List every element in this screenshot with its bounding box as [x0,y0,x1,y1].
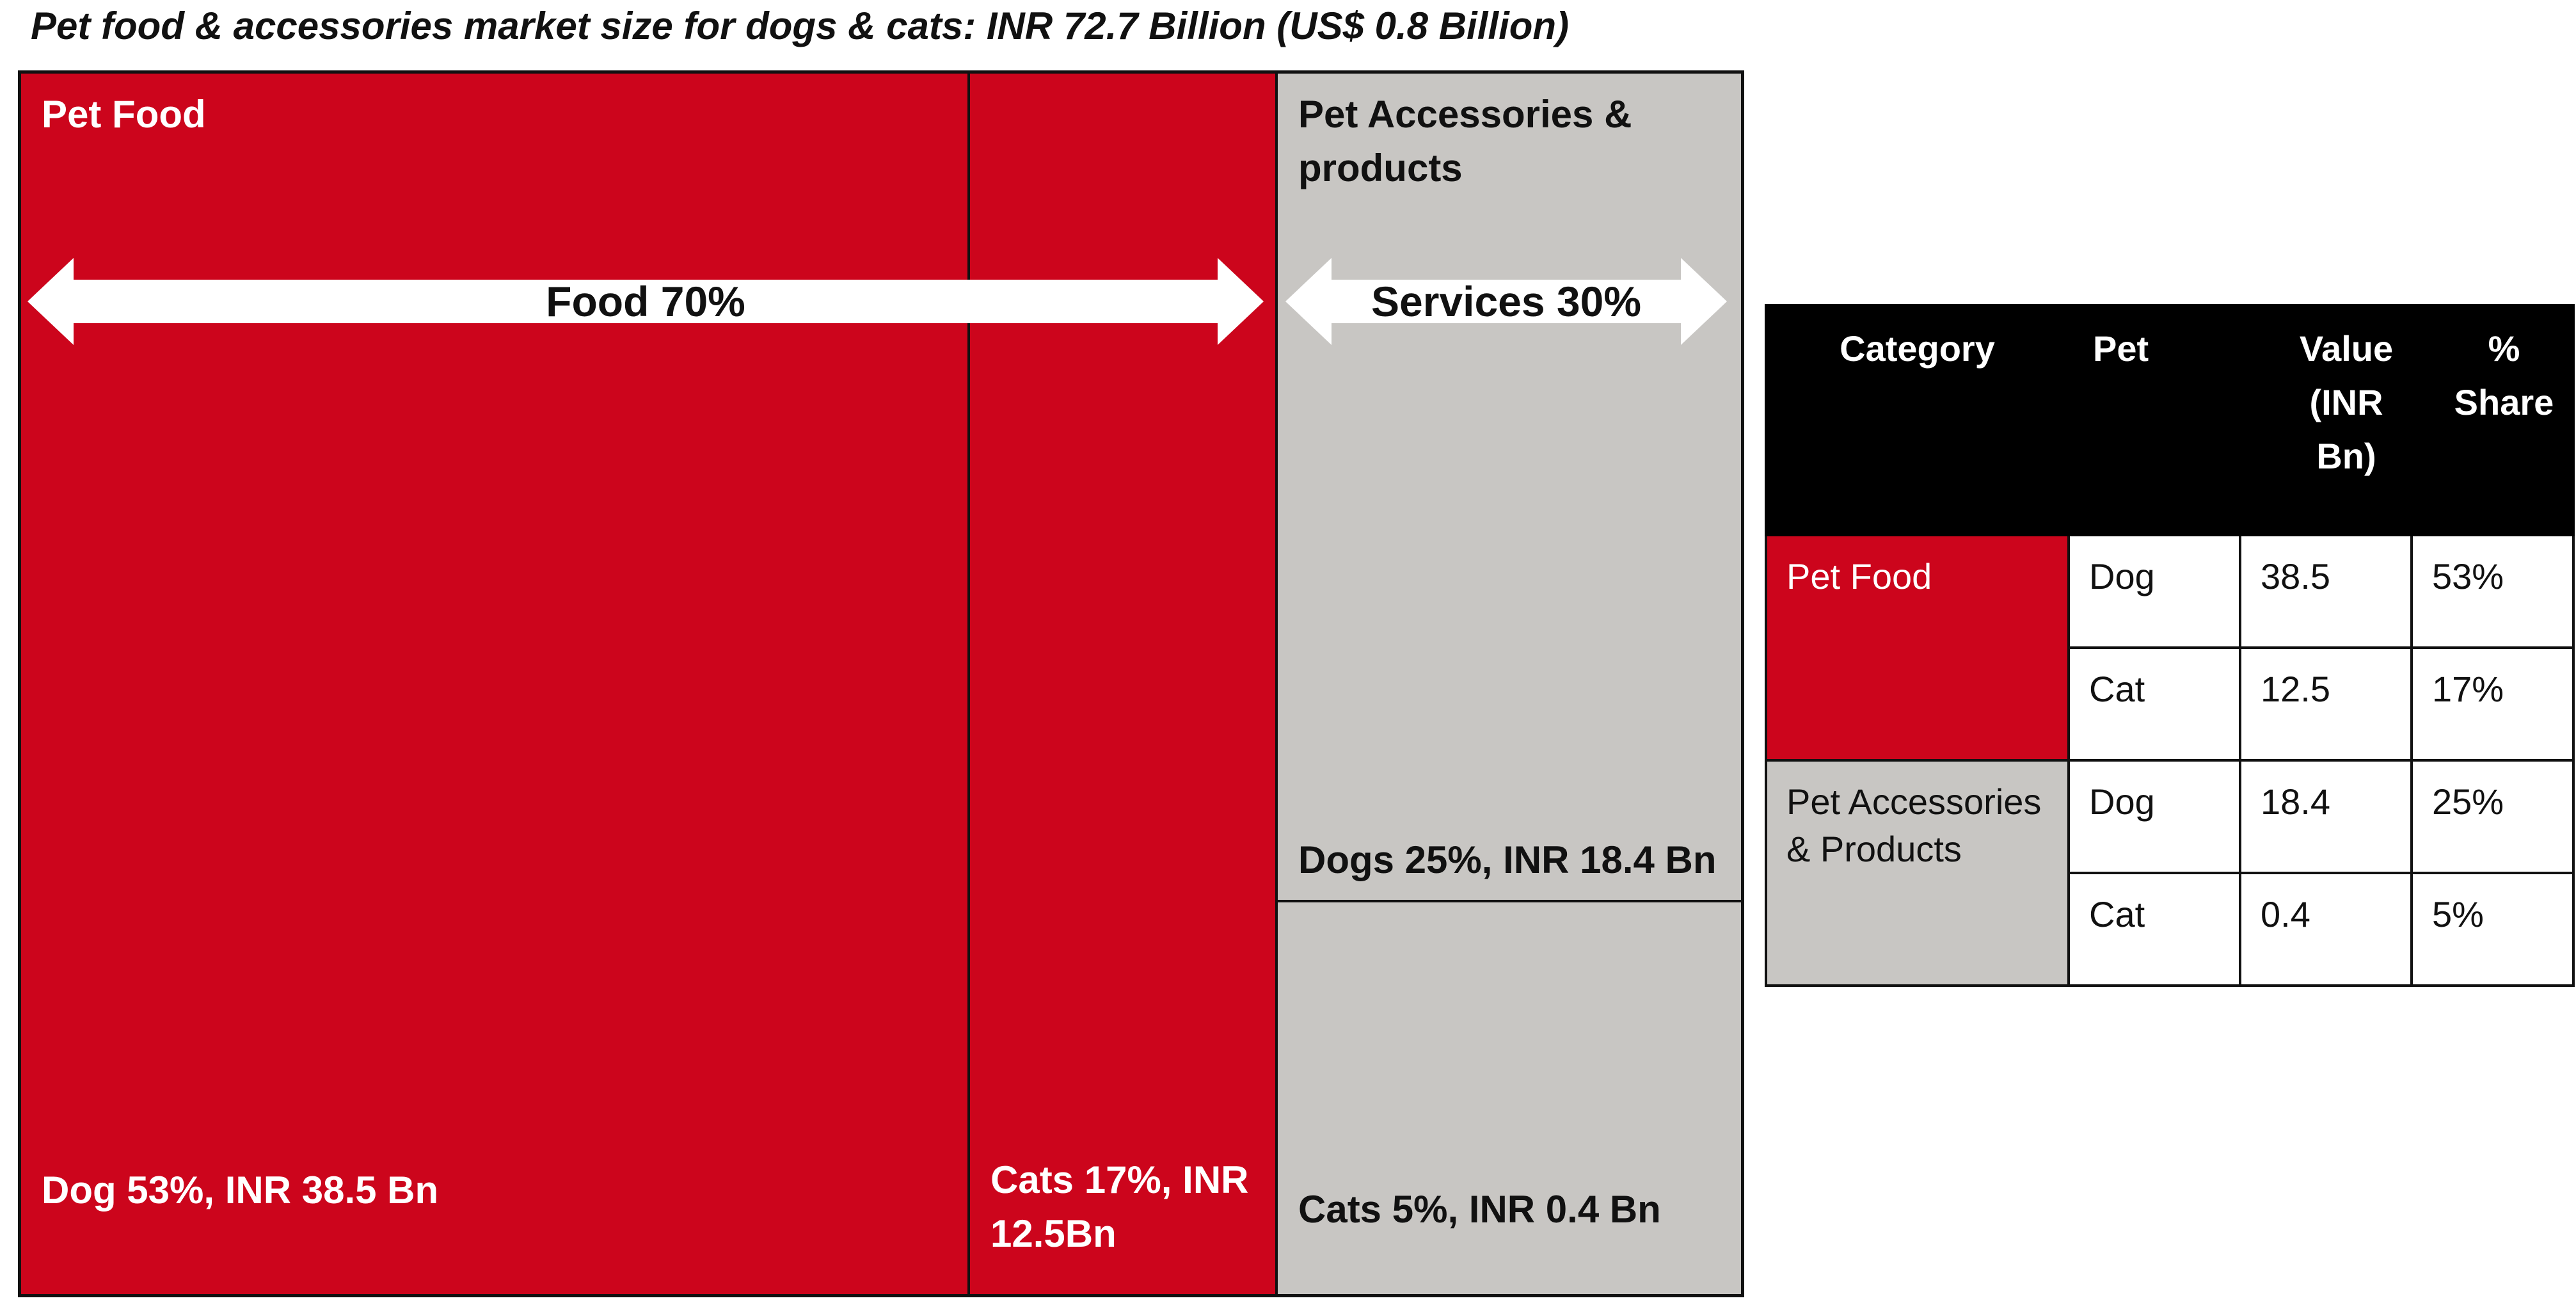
pet-cell: Cat [2067,646,2241,762]
header-pet: Pet [2067,304,2241,536]
header-value: Value (INR Bn) [2239,304,2413,536]
label-food-cat: Cats 17%, INR 12.5Bn [990,1158,1249,1255]
header-share: % Share [2410,304,2575,536]
share-cell: 53% [2410,534,2575,649]
treemap: Pet Food Dog 53%, INR 38.5 Bn Cats 17%, IN… [18,70,1744,1297]
share-cell: 17% [2410,646,2575,762]
acc-dog-cell: Pet Accessories & products Dogs 25%, INR … [1278,74,1741,902]
category-cell-pet-food: Pet Food [1765,534,2070,762]
services-share-label: Services 30% [1371,278,1642,325]
value-cell: 38.5 [2239,534,2413,649]
value-cell: 0.4 [2239,872,2413,987]
share-cell: 5% [2410,872,2575,987]
pet-cell: Cat [2067,872,2241,987]
table-header-row: Category Pet Value (INR Bn) % Share [1765,304,2575,536]
table-row: Cat 0.4 5% [1766,872,2575,987]
share-cell: 25% [2410,759,2575,874]
value-cell: 18.4 [2239,759,2413,874]
table-row: Pet Accessories & Products Dog 18.4 25% [1765,759,2575,987]
category-cell-pet-accessories: Pet Accessories & Products [1765,759,2070,987]
table-row: Cat 12.5 17% [1766,646,2575,762]
label-food-dog: Dog 53%, INR 38.5 Bn [42,1169,439,1212]
pet-cell: Dog [2067,534,2241,649]
data-table: Category Pet Value (INR Bn) % Share Pet … [1765,304,2575,987]
value-cell: 12.5 [2239,646,2413,762]
chart-title: Pet food & accessories market size for d… [31,4,1570,47]
food-dog-cell: Pet Food Dog 53%, INR 38.5 Bn [21,74,970,1294]
pet-cell: Dog [2067,759,2241,874]
food-share-label: Food 70% [546,278,745,325]
food-cat-cell: Cats 17%, INR 12.5Bn [970,74,1278,1294]
header-category: Category [1765,304,2070,536]
label-acc-dog: Dogs 25%, INR 18.4 Bn [1298,838,1717,881]
acc-cat-cell: Cats 5%, INR 0.4 Bn [1278,902,1741,1294]
table-row: Pet Food Dog 38.5 53% [1765,534,2575,762]
group-label-pet-accessories: Pet Accessories & products [1298,93,1632,189]
label-acc-cat: Cats 5%, INR 0.4 Bn [1298,1188,1661,1231]
group-label-pet-food: Pet Food [42,93,206,136]
